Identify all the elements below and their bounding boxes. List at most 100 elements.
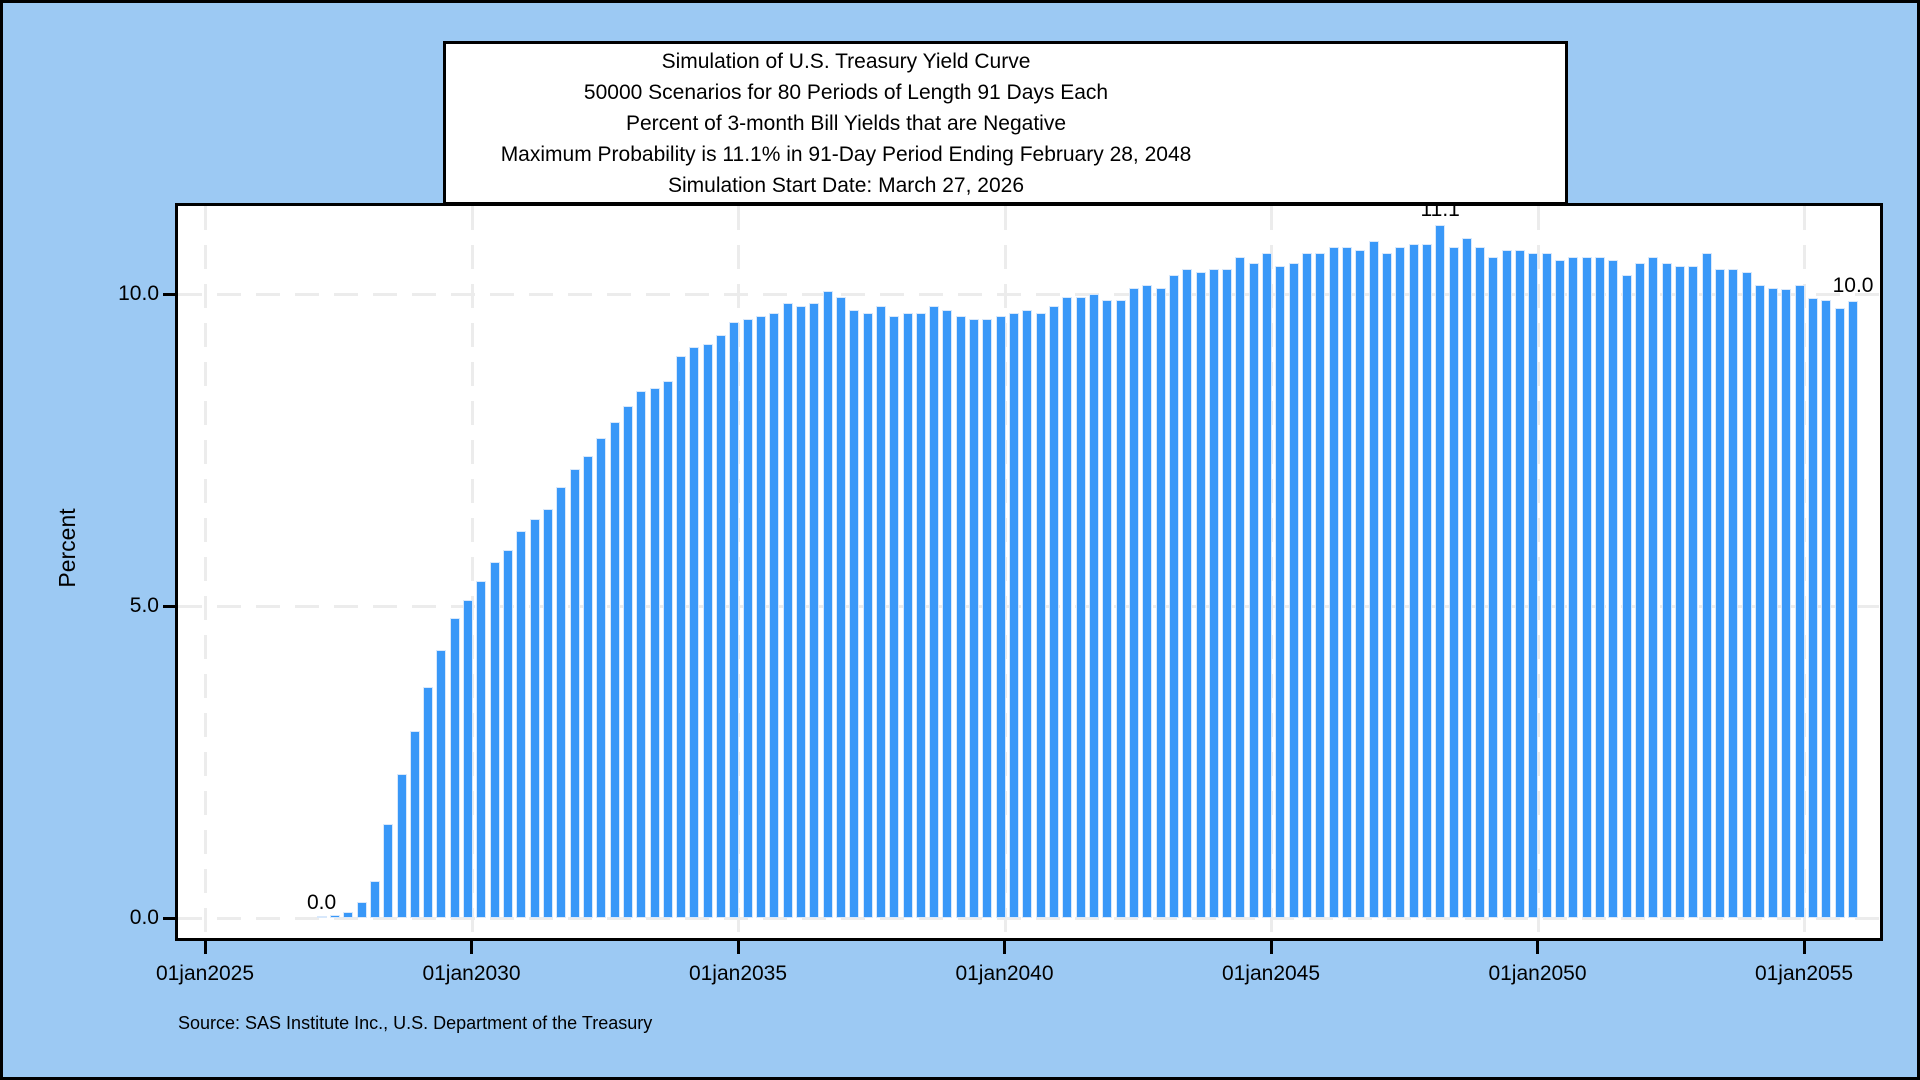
bar xyxy=(1088,294,1099,918)
y-tick-label: 10.0 xyxy=(118,282,159,305)
source-note: Source: SAS Institute Inc., U.S. Departm… xyxy=(178,1013,653,1033)
bar xyxy=(596,438,607,918)
bar xyxy=(756,316,767,918)
horizontal-gridline xyxy=(178,293,1880,296)
bar xyxy=(875,306,886,918)
bar xyxy=(969,319,980,918)
bar xyxy=(476,581,487,918)
bar xyxy=(1608,260,1619,918)
bar xyxy=(436,650,447,918)
bar xyxy=(1035,313,1046,918)
bar xyxy=(1848,301,1859,918)
title-line-5: Simulation Start Date: March 27, 2026 xyxy=(667,174,1024,197)
bar xyxy=(516,531,527,918)
bar xyxy=(582,456,593,918)
bar xyxy=(689,347,700,918)
bar xyxy=(622,406,633,918)
x-tick-mark xyxy=(203,941,207,954)
bar xyxy=(542,509,553,918)
bar xyxy=(1555,260,1566,918)
bar xyxy=(1381,253,1392,918)
x-tick-label: 01jan2035 xyxy=(688,962,788,985)
bar xyxy=(1421,244,1432,918)
bar xyxy=(1355,250,1366,918)
vertical-gridline xyxy=(470,206,474,938)
bar xyxy=(1328,247,1339,918)
bar xyxy=(702,344,713,918)
x-tick-mark xyxy=(736,941,740,954)
bar xyxy=(1395,247,1406,918)
bar xyxy=(862,313,873,918)
bar xyxy=(1648,257,1659,918)
bar xyxy=(1781,289,1792,918)
bar xyxy=(1728,269,1739,918)
bar xyxy=(1581,257,1592,918)
bar xyxy=(1714,269,1725,918)
bar xyxy=(329,915,340,918)
bar xyxy=(1461,238,1472,918)
bar xyxy=(1368,241,1379,918)
bar xyxy=(343,912,354,918)
bar xyxy=(1794,285,1805,918)
bar xyxy=(1448,247,1459,918)
title-line-2: 50000 Scenarios for 80 Periods of Length… xyxy=(583,81,1109,104)
bar xyxy=(569,469,580,918)
bar xyxy=(369,881,380,918)
bar xyxy=(503,550,514,918)
y-tick-mark xyxy=(163,292,175,296)
title-line-4: Maximum Probability is 11.1% in 91-Day P… xyxy=(500,143,1192,166)
bar xyxy=(1182,269,1193,918)
bar xyxy=(955,316,966,918)
bar xyxy=(1595,257,1606,918)
bar xyxy=(1688,266,1699,918)
bar xyxy=(1302,253,1313,918)
bar xyxy=(849,310,860,918)
x-tick-mark xyxy=(470,941,473,954)
x-tick-label: 01jan2040 xyxy=(955,962,1054,985)
bar xyxy=(1528,253,1539,918)
bar xyxy=(729,322,740,918)
x-tick-mark xyxy=(1802,941,1806,954)
bar xyxy=(676,356,687,918)
y-tick-mark xyxy=(163,916,175,920)
bar xyxy=(1515,250,1526,918)
bar xyxy=(1142,285,1153,918)
bar xyxy=(835,297,846,918)
bar xyxy=(915,313,926,918)
bar xyxy=(1248,263,1259,918)
bar xyxy=(662,381,673,918)
y-tick-mark xyxy=(163,604,175,608)
bar xyxy=(1475,247,1486,918)
x-tick-label: 01jan2050 xyxy=(1488,962,1587,985)
bar xyxy=(463,600,474,918)
bar xyxy=(1661,263,1672,918)
bar xyxy=(782,303,793,918)
bar xyxy=(556,487,567,918)
bar xyxy=(1049,306,1060,918)
bar xyxy=(822,291,833,918)
bar xyxy=(1342,247,1352,918)
title-line-1: Simulation of U.S. Treasury Yield Curve xyxy=(661,50,1031,73)
bar xyxy=(409,731,420,918)
bar xyxy=(929,306,940,918)
x-tick-mark xyxy=(1536,941,1539,954)
bar xyxy=(489,562,500,918)
bar xyxy=(649,388,660,918)
bar xyxy=(1155,288,1166,918)
bar xyxy=(383,824,394,918)
bar xyxy=(1568,257,1579,918)
y-tick-label: 5.0 xyxy=(129,594,159,617)
bar xyxy=(796,306,806,918)
bar xyxy=(396,774,407,918)
bar xyxy=(1768,288,1779,918)
bar xyxy=(1208,269,1219,918)
bar xyxy=(423,687,434,918)
bar xyxy=(609,422,620,918)
x-tick-mark xyxy=(1269,941,1273,954)
bar xyxy=(1062,297,1073,918)
vertical-gridline xyxy=(204,206,207,938)
plot-canvas xyxy=(178,206,1880,938)
bar xyxy=(1222,269,1233,918)
bar xyxy=(636,391,647,918)
